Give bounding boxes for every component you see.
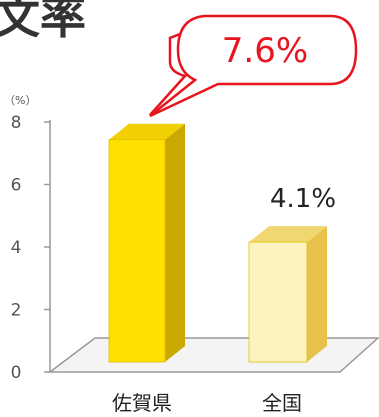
bar-saga-side — [165, 123, 185, 362]
bar-national — [248, 226, 327, 363]
y-tick-label: 4 — [11, 238, 22, 258]
data-label-national: 4.1% — [270, 184, 336, 214]
y-tick-label: 8 — [11, 113, 22, 133]
highlight-callout: 7.6% — [149, 14, 358, 118]
bar-saga-top — [109, 123, 185, 140]
y-tick-label: 6 — [11, 176, 22, 196]
bar-national-side — [307, 226, 327, 362]
y-unit-label: （%） — [4, 94, 36, 107]
callout-value-label: 7.6% — [222, 31, 308, 71]
y-tick-label: 0 — [11, 363, 22, 383]
y-ticks: 0 2 4 6 8 — [11, 113, 50, 383]
bar-saga-front — [108, 139, 166, 363]
bar-saga — [108, 123, 185, 363]
bars — [108, 123, 327, 363]
chart-title-fragment: 文率 — [0, 0, 86, 44]
category-label-national: 全国 — [262, 391, 302, 415]
chart-floor — [47, 337, 379, 373]
category-label-saga: 佐賀県 — [112, 391, 172, 415]
bar-national-front — [248, 241, 308, 363]
bar-national-top — [249, 226, 327, 243]
y-tick-label: 2 — [11, 301, 22, 321]
